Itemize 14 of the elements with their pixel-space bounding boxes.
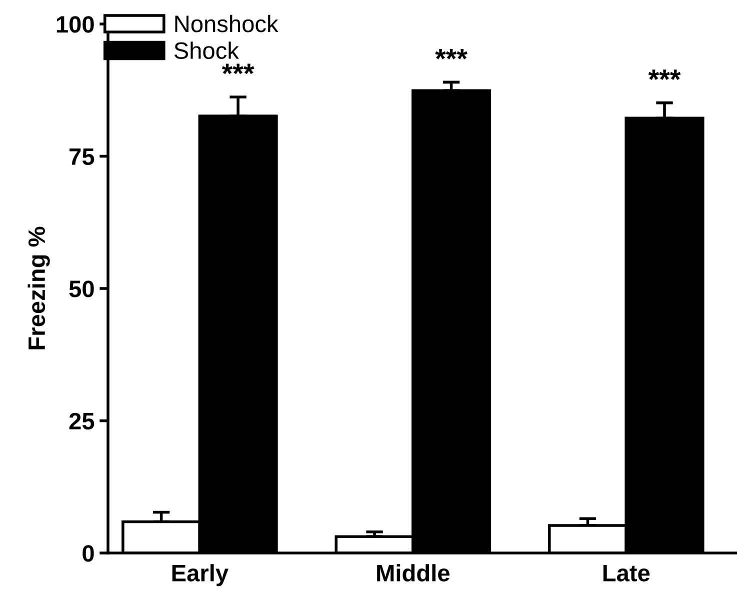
legend-label: Nonshock	[175, 14, 278, 32]
x-tick-label: Late	[603, 564, 650, 582]
annotation: ***	[222, 64, 254, 74]
x-tick-label: Early	[172, 564, 228, 586]
legend-label: Shock	[174, 42, 239, 60]
y-tick-label: 75	[70, 148, 94, 166]
y-tick-label: 100	[56, 16, 94, 33]
y-axis-title: Freezing %	[28, 226, 50, 350]
annotation: ***	[435, 48, 468, 60]
x-tick-label: Middle	[377, 564, 450, 582]
y-tick-label: 25	[69, 412, 94, 430]
y-tick-label: 0	[82, 545, 94, 562]
y-tick-label: 50	[69, 280, 94, 298]
annotation: ***	[648, 70, 681, 80]
